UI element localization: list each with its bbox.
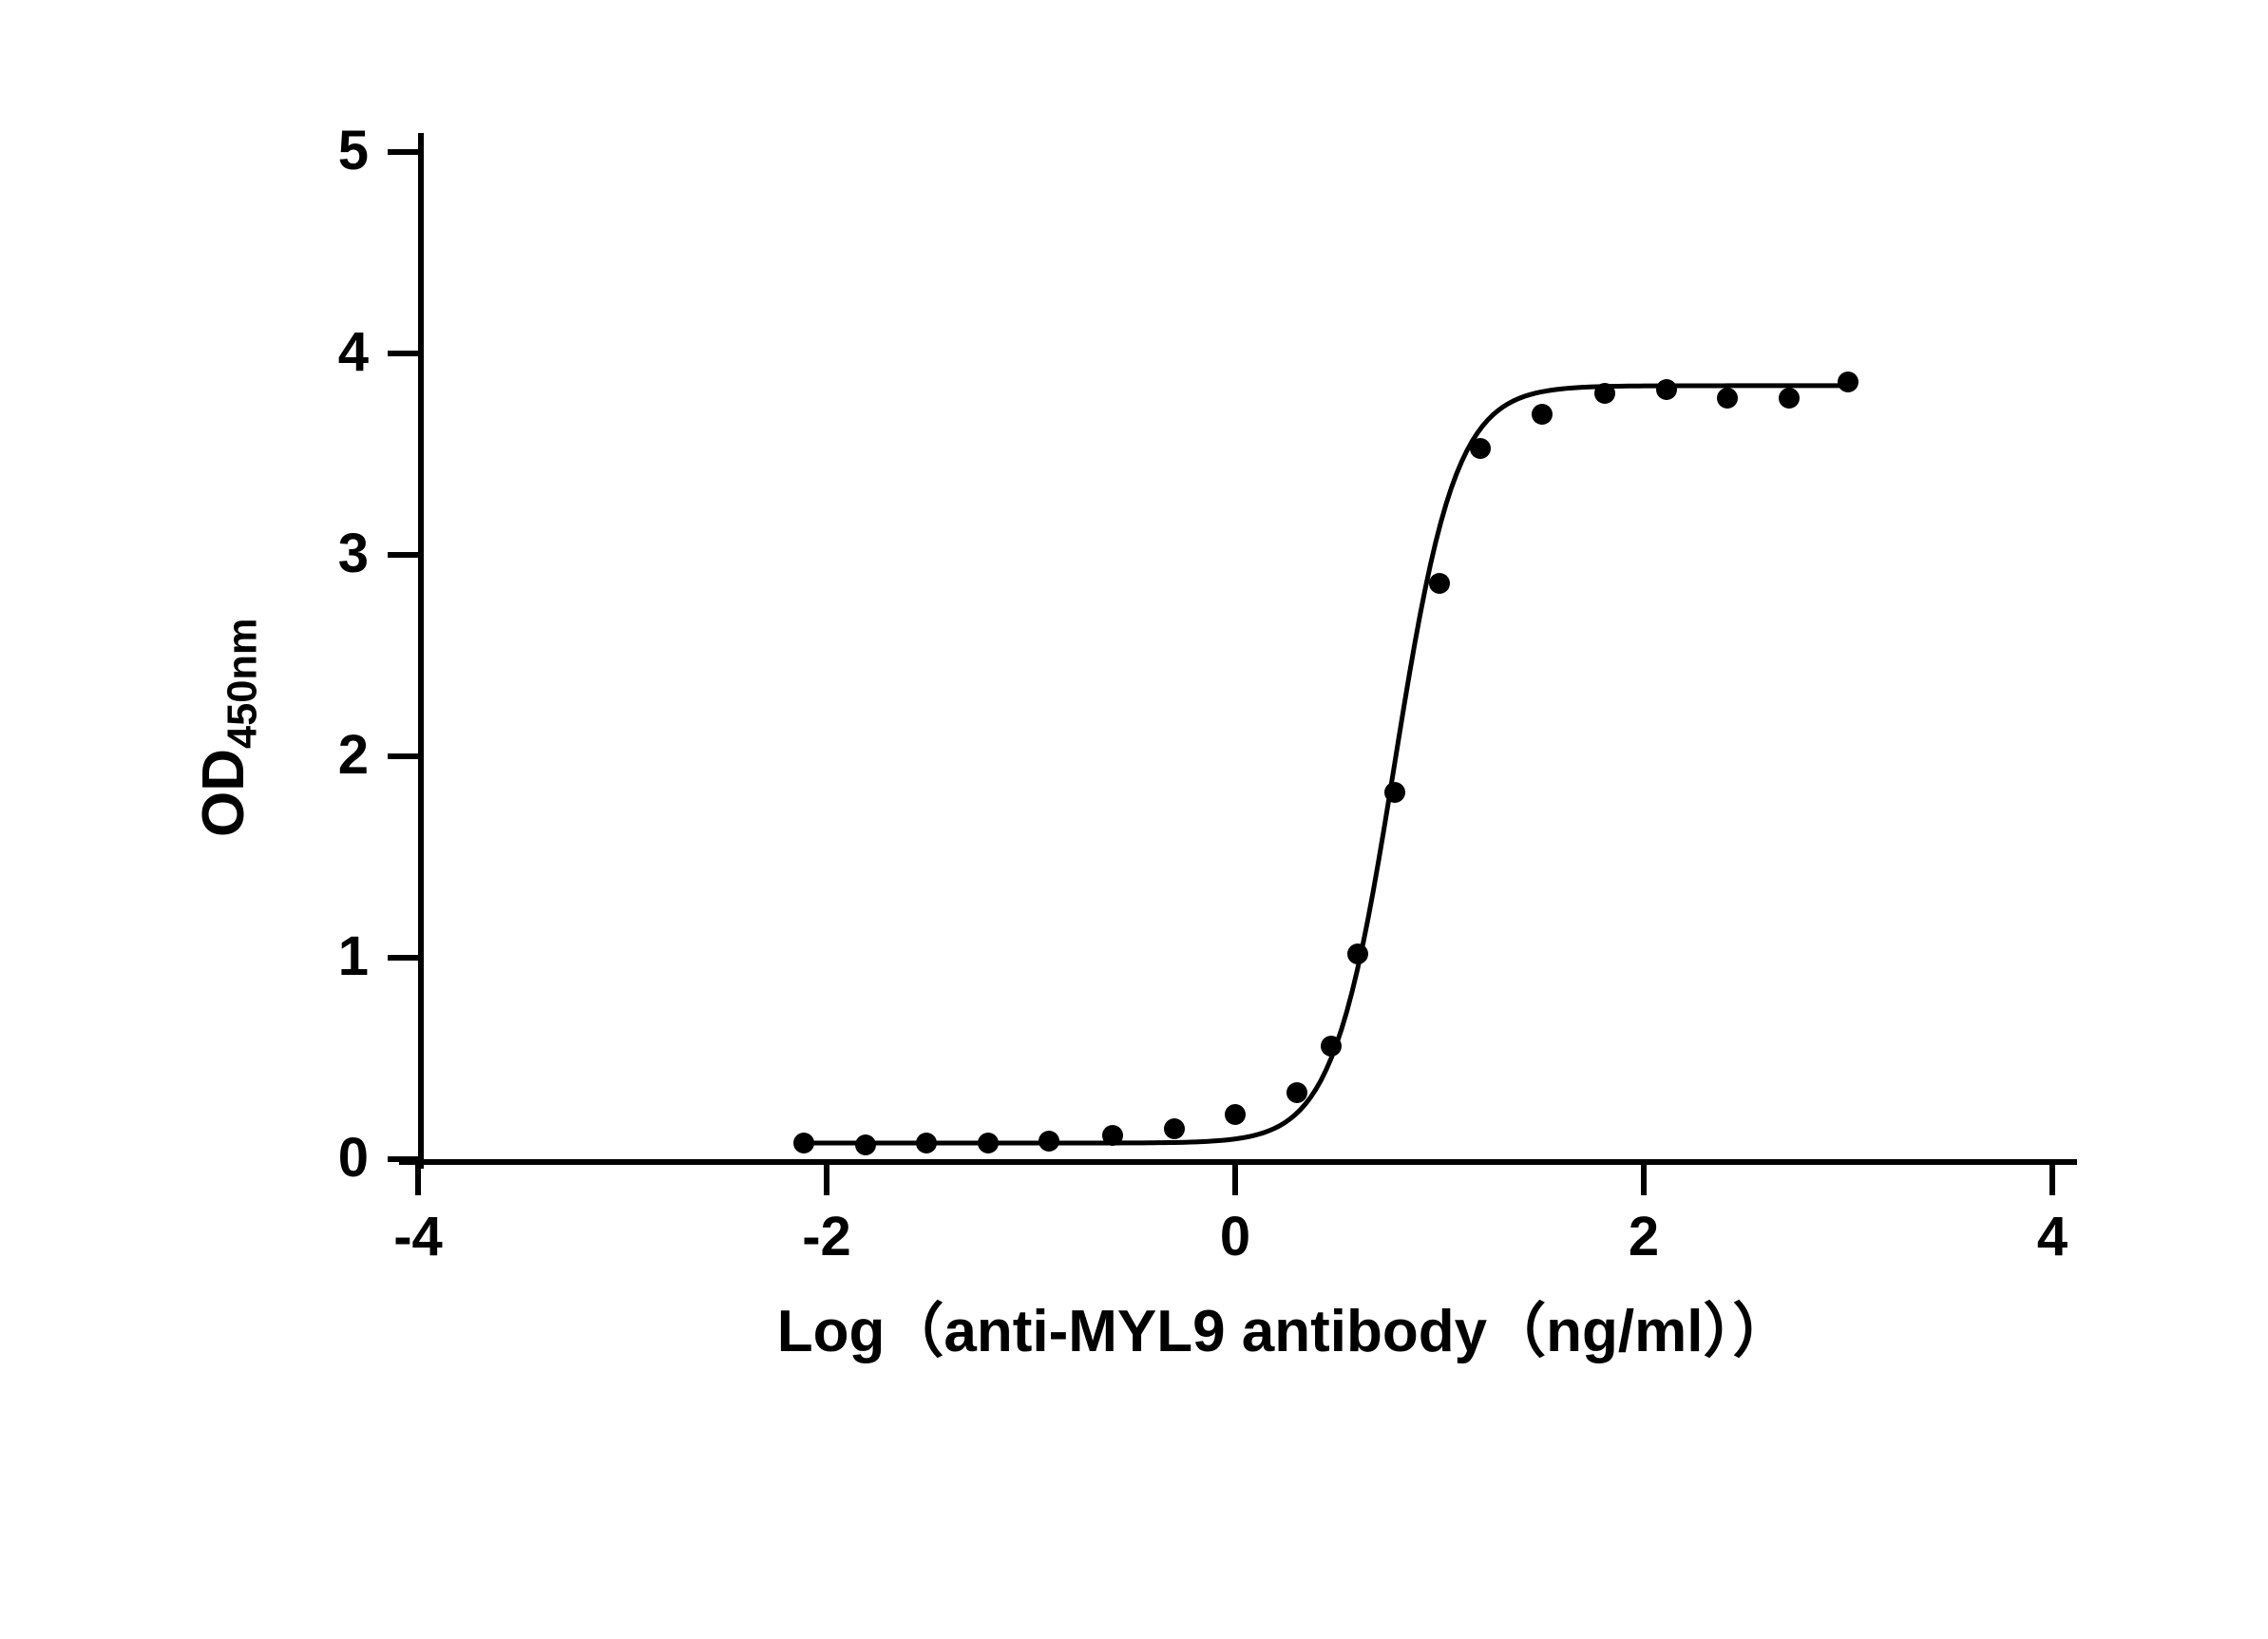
data-point: [1470, 438, 1491, 459]
data-point: [1656, 379, 1677, 400]
x-tick: [824, 1159, 829, 1195]
y-tick-label: 5: [274, 119, 369, 182]
data-point: [1779, 388, 1800, 409]
data-point: [1532, 404, 1553, 425]
data-point: [1717, 388, 1738, 409]
y-axis-label-sub: 450nm: [219, 618, 265, 748]
data-point: [916, 1133, 937, 1153]
fit-curve-path: [804, 386, 1848, 1143]
x-tick: [2049, 1159, 2055, 1195]
data-point: [1102, 1125, 1123, 1146]
data-point: [978, 1133, 999, 1153]
data-point: [1429, 573, 1450, 594]
x-tick: [415, 1159, 421, 1195]
x-tick: [1232, 1159, 1238, 1195]
y-axis-label-main: OD: [191, 749, 257, 837]
x-tick-label: -2: [779, 1205, 874, 1268]
data-point: [1321, 1036, 1342, 1057]
plot-area: [418, 152, 2052, 1159]
elisa-dose-response-chart: 012345 -4-2024 OD450nm Log（anti-MYL9 ant…: [266, 114, 2090, 1330]
x-tick: [1641, 1159, 1647, 1195]
data-point: [1347, 943, 1368, 964]
data-point: [1594, 383, 1615, 404]
x-tick-label: 2: [1596, 1205, 1691, 1268]
y-axis-label: OD450nm: [190, 618, 266, 836]
x-axis-label-text: Log（anti-MYL9 antibody（ng/ml））: [777, 1299, 1792, 1364]
data-point: [1164, 1118, 1185, 1139]
data-point: [855, 1134, 876, 1155]
x-tick-label: -4: [371, 1205, 466, 1268]
x-axis-label: Log（anti-MYL9 antibody（ng/ml））: [549, 1283, 2020, 1368]
data-point: [1225, 1104, 1246, 1125]
y-tick-label: 1: [274, 924, 369, 988]
y-tick-label: 0: [274, 1126, 369, 1190]
x-axis-line: [399, 1159, 2077, 1165]
data-point: [1286, 1082, 1307, 1103]
y-tick-label: 3: [274, 522, 369, 585]
data-point: [1039, 1131, 1059, 1152]
fit-curve: [418, 152, 2052, 1159]
x-tick-label: 0: [1188, 1205, 1283, 1268]
data-point: [793, 1133, 814, 1153]
y-tick-label: 4: [274, 320, 369, 384]
y-tick-label: 2: [274, 723, 369, 787]
data-point: [1838, 372, 1858, 392]
x-tick-label: 4: [2005, 1205, 2100, 1268]
data-point: [1384, 782, 1405, 803]
